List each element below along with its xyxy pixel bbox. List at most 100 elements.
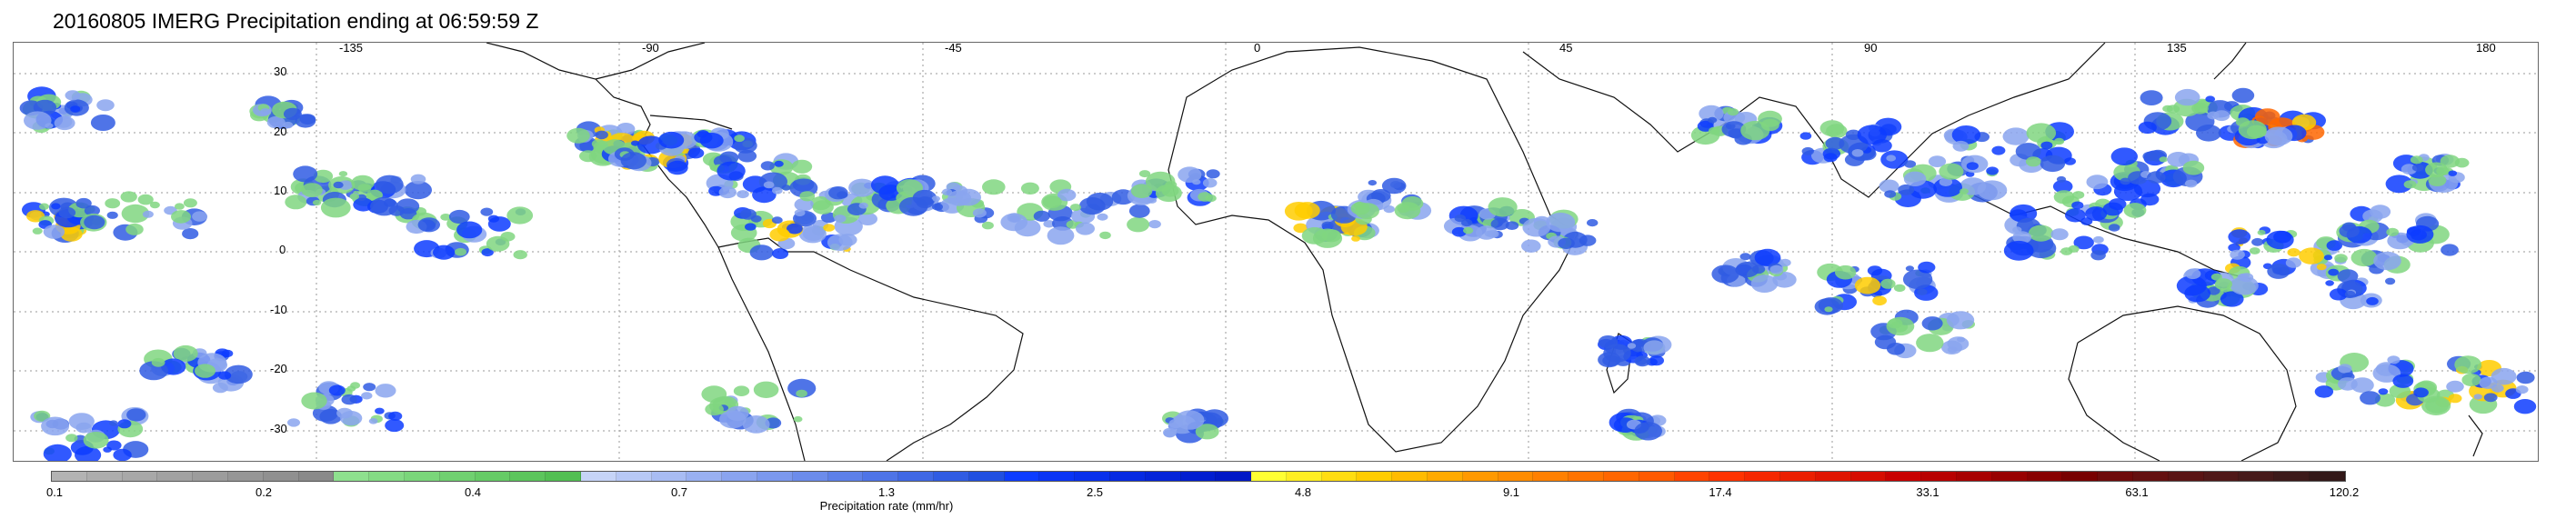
colorbar-segment <box>933 472 969 481</box>
precip-cell <box>433 245 456 260</box>
precip-cell <box>2110 147 2138 165</box>
precip-cell <box>2285 257 2301 268</box>
precip-cell <box>1649 355 1665 366</box>
precip-cell <box>1522 217 1551 237</box>
precip-cell <box>794 209 806 217</box>
colorbar-segment <box>1145 472 1181 481</box>
precip-cell <box>1463 226 1474 235</box>
map-canvas <box>14 43 2538 461</box>
colorbar-tick-7: 9.1 <box>1502 485 1520 499</box>
precip-cell <box>1880 278 1896 289</box>
precip-cell <box>106 211 118 219</box>
colorbar-segment <box>616 472 652 481</box>
precip-cell <box>1957 336 1966 343</box>
precip-cell <box>1200 409 1229 428</box>
precip-cell <box>2142 151 2158 162</box>
colorbar-tick-8: 17.4 <box>1709 485 1732 499</box>
precip-cell <box>1488 197 1518 217</box>
precip-cell <box>942 188 953 196</box>
precip-cell <box>2205 95 2216 103</box>
colorbar-segment <box>1392 472 1428 481</box>
precip-cell <box>388 411 403 421</box>
precip-cell <box>75 197 92 209</box>
precip-cell <box>2228 229 2251 245</box>
precip-cell <box>121 204 150 224</box>
precip-cell <box>595 130 608 140</box>
colorbar-segment <box>2203 472 2240 481</box>
precip-cell <box>2050 228 2069 241</box>
precip-cell <box>1350 202 1370 215</box>
colorbar-segment <box>1957 472 1992 481</box>
precip-cell <box>375 175 404 195</box>
precip-cell <box>149 201 160 209</box>
colorbar-segment <box>1921 472 1958 481</box>
precip-cell <box>2385 175 2413 194</box>
precip-cell <box>1558 237 1575 249</box>
precip-cell <box>1000 213 1027 232</box>
precip-cell <box>283 107 302 121</box>
precip-cell <box>1986 166 2000 175</box>
colorbar-segment <box>263 472 299 481</box>
precip-cell <box>1383 205 1396 214</box>
lat-label-4: -10 <box>270 303 287 316</box>
precip-cell <box>1128 204 1150 218</box>
colorbar-segment <box>1639 472 1675 481</box>
precip-cell <box>2372 364 2401 383</box>
precip-cell <box>60 226 83 242</box>
colorbar-segment <box>722 472 757 481</box>
precip-cell <box>480 207 494 216</box>
precip-cell <box>2230 249 2245 260</box>
precip-cell <box>1699 105 1724 122</box>
precip-cell <box>2473 394 2482 400</box>
precip-cell <box>1587 219 1599 227</box>
precip-cell <box>2053 190 2075 205</box>
precip-cell <box>1521 239 1541 253</box>
lat-label-3: 0 <box>279 243 286 256</box>
precip-cell <box>1903 171 1927 186</box>
precip-cell <box>2410 155 2423 165</box>
precip-cell <box>1951 125 1981 145</box>
precip-cell <box>2266 230 2294 250</box>
precip-cell <box>126 408 146 422</box>
precip-cell <box>363 383 376 392</box>
precip-cell <box>2440 155 2460 168</box>
precip-cell <box>2344 290 2356 298</box>
precip-cell <box>1735 262 1759 278</box>
precip-cell <box>171 210 191 224</box>
colorbar-segment <box>1745 472 1781 481</box>
precip-cell <box>763 181 775 189</box>
precip-cell <box>705 403 724 416</box>
precip-cell <box>1750 274 1779 293</box>
colorbar-segment <box>651 472 687 481</box>
precip-cell <box>1918 261 1936 274</box>
precip-cell <box>932 203 943 211</box>
precip-cell <box>2054 137 2065 145</box>
precip-cell <box>120 191 137 203</box>
precip-cell <box>745 223 757 231</box>
precipitation-colorbar <box>51 471 2346 482</box>
precip-cell <box>385 419 405 433</box>
colorbar-segment <box>1216 472 1252 481</box>
precip-cell <box>1033 210 1050 222</box>
precip-cell <box>2072 191 2085 199</box>
precip-cell <box>2231 87 2255 104</box>
precip-cell <box>41 416 70 436</box>
colorbar-segment <box>546 472 581 481</box>
precip-cell <box>2251 237 2264 246</box>
precip-cell <box>2287 248 2300 257</box>
precip-cell <box>1394 202 1421 220</box>
precip-cell <box>772 186 783 195</box>
precip-cell <box>2246 125 2267 139</box>
precip-cell <box>718 186 737 199</box>
precip-cell <box>1823 153 1838 163</box>
precip-cell <box>620 152 647 170</box>
precip-cell <box>2002 127 2030 145</box>
precip-cell <box>2516 371 2535 384</box>
colorbar-segment <box>1815 472 1851 481</box>
colorbar-segment <box>687 472 723 481</box>
precip-cell <box>719 151 739 165</box>
precipitation-map: -135 -90 -45 0 45 90 135 180 30 20 10 0 … <box>13 41 2539 462</box>
precip-cell <box>1740 120 1770 141</box>
precip-cell <box>2167 152 2190 167</box>
precip-cell <box>1634 422 1662 441</box>
